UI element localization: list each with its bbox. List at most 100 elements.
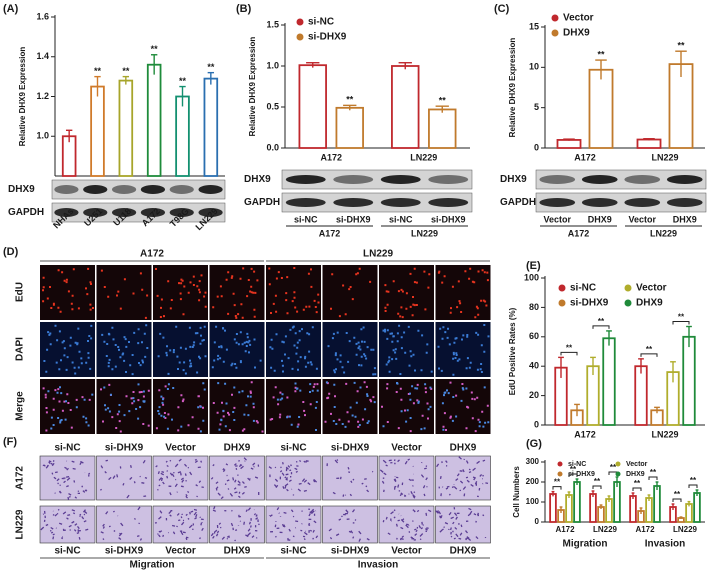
- legend-marker: [558, 284, 566, 292]
- bracket: [632, 487, 642, 491]
- column-header: LN229: [363, 249, 393, 260]
- y-tick-label: 1.0: [36, 131, 49, 141]
- lane-group-label: LN229: [411, 228, 438, 238]
- row-label: LN229: [15, 509, 26, 539]
- blot-band: [140, 185, 166, 194]
- blot-band: [581, 198, 618, 207]
- lane-label: Vector: [628, 214, 656, 224]
- micrograph: [96, 265, 152, 320]
- bar: [589, 493, 597, 523]
- column-label: si-NC: [54, 443, 80, 454]
- cells: [100, 506, 143, 541]
- column-header: A172: [140, 249, 164, 260]
- legend-marker: [624, 284, 632, 292]
- blot-band: [54, 185, 79, 194]
- cells: [328, 509, 370, 542]
- x-tick-label: LN229: [651, 429, 678, 439]
- bar: [685, 503, 693, 523]
- micrograph: [40, 322, 95, 377]
- bar: [428, 108, 457, 149]
- significance-label: **: [122, 66, 130, 76]
- cells: [155, 458, 204, 499]
- lane-label: si-DHX9: [431, 214, 466, 224]
- nuclei: [269, 383, 319, 426]
- panel-label: (E): [526, 260, 541, 272]
- nuclei: [437, 267, 489, 319]
- y-axis-label: EdU Positive Rates (%): [508, 307, 517, 395]
- transwell-image: [96, 505, 152, 544]
- legend-label: DHX9: [626, 471, 645, 478]
- bar: [605, 498, 613, 523]
- micrograph: [322, 265, 378, 320]
- row-label: Merge: [15, 391, 26, 421]
- lane-group-label: A172: [568, 228, 590, 238]
- legend-label: si-NC: [568, 461, 586, 468]
- blot: [535, 192, 707, 213]
- legend-label: Vector: [626, 461, 648, 468]
- blot-row-label: GAPDH: [244, 197, 280, 208]
- lane-label: si-NC: [294, 214, 318, 224]
- y-tick-label: 1.2: [36, 91, 49, 101]
- legend-label: si-NC: [570, 283, 596, 294]
- significance-label: **: [151, 44, 159, 54]
- nuclei: [42, 387, 91, 432]
- panel-label: (C): [494, 3, 510, 15]
- bracket-label: **: [566, 343, 573, 352]
- blot-band: [539, 198, 576, 207]
- bracket-label: **: [594, 477, 601, 486]
- significance-label: **: [94, 66, 102, 76]
- blot-band: [198, 208, 223, 217]
- cells: [326, 459, 374, 497]
- group-label: Invasion: [358, 560, 399, 571]
- blot-band: [666, 198, 703, 207]
- bar: [298, 64, 327, 149]
- cells: [42, 460, 91, 501]
- nuclei: [100, 269, 149, 319]
- y-tick-label: 15: [529, 21, 539, 31]
- column-label: si-DHX9: [331, 546, 370, 557]
- bar: [602, 337, 616, 426]
- y-tick-label: 100: [526, 497, 540, 506]
- y-tick-label: 60: [529, 331, 539, 341]
- nuclei: [212, 267, 259, 319]
- nuclei: [269, 325, 318, 373]
- cells: [382, 509, 432, 541]
- panel-label: (G): [526, 438, 542, 450]
- blot-row-label: DHX9: [500, 174, 527, 185]
- bar: [549, 493, 557, 523]
- bar: [203, 77, 219, 177]
- significance-label: **: [346, 95, 354, 105]
- cells: [210, 457, 260, 500]
- lane-label: si-DHX9: [336, 214, 371, 224]
- bar: [693, 492, 701, 523]
- legend-marker: [624, 299, 632, 307]
- micrograph: [266, 379, 321, 434]
- bar: [573, 481, 581, 523]
- blot: [281, 169, 473, 190]
- y-axis-label: Relative DHX9 Expression: [248, 37, 257, 137]
- lane-label: Vector: [543, 214, 571, 224]
- bracket-label: **: [690, 476, 697, 485]
- nuclei: [212, 381, 264, 433]
- y-tick-label: 1.6: [36, 11, 49, 21]
- blot-band: [111, 208, 137, 217]
- transwell-image: [322, 505, 378, 544]
- blot-row-label: DHX9: [8, 184, 35, 195]
- cells: [210, 506, 260, 542]
- x-tick-label: A172: [574, 152, 596, 162]
- row-label: DAPI: [15, 337, 26, 361]
- transwell-image: [152, 505, 209, 544]
- panel-label: (F): [3, 436, 17, 448]
- blot-row-label: GAPDH: [8, 207, 44, 218]
- transwell-image: [152, 455, 209, 501]
- y-tick-label: 1.5: [266, 19, 279, 29]
- bar: [653, 485, 661, 523]
- legend-label: Vector: [563, 13, 594, 24]
- bar: [586, 365, 600, 426]
- bracket-label: **: [650, 468, 657, 477]
- bar: [556, 139, 582, 149]
- x-tick-label: LN229: [673, 525, 698, 534]
- legend-label: si-DHX9: [570, 298, 609, 309]
- legend-marker: [557, 461, 563, 467]
- nuclei: [441, 386, 490, 431]
